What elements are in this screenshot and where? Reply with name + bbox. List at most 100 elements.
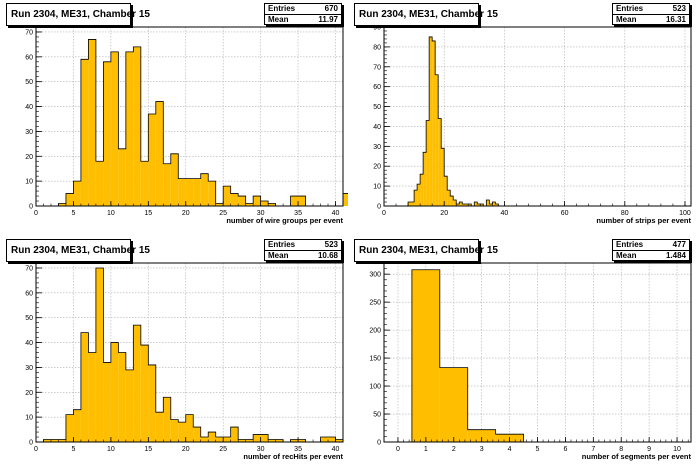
x-tick-label: 5 <box>71 446 75 453</box>
mean-value: 16.31 <box>665 15 686 24</box>
histogram-bar <box>155 412 164 442</box>
histogram-bar <box>453 200 457 206</box>
x-tick-label: 60 <box>561 210 569 217</box>
entries-value: 523 <box>672 4 686 13</box>
histogram-bar <box>423 152 427 206</box>
histogram-bar <box>215 437 224 442</box>
histogram-title: Run 2304, ME31, Chamber 15 <box>354 3 498 26</box>
y-tick-label: 30 <box>25 129 33 136</box>
histogram-bar <box>230 193 239 206</box>
histogram-bar <box>163 163 171 206</box>
histogram-bar <box>489 204 493 206</box>
mean-label: Mean <box>616 15 637 24</box>
histogram-bar <box>320 437 329 442</box>
histogram-bar <box>253 434 261 442</box>
histogram-bar <box>118 352 126 442</box>
x-tick-label: 20 <box>182 446 190 453</box>
histogram-title: Run 2304, ME31, Chamber 15 <box>6 239 150 262</box>
histogram-bar <box>118 148 126 206</box>
y-tick-label: 30 <box>373 144 381 151</box>
x-tick-label: 7 <box>591 446 595 453</box>
entries-label: Entries <box>616 240 644 249</box>
histogram-plot: 0 20 40 60 80 100 0 10 20 30 40 50 60 70 80 90 number of… <box>373 25 692 225</box>
histogram-bar <box>480 204 484 206</box>
x-axis-title: number of wire groups per event <box>226 216 343 225</box>
histogram-bar <box>260 434 269 442</box>
stats-box: Entries 670 Mean 11.97 <box>264 3 342 25</box>
y-tick-label: 60 <box>373 84 381 91</box>
x-tick-label: 10 <box>673 446 681 453</box>
histogram-plot: 0 5 10 15 20 25 30 35 40 0 10 20 30 40 50 60 70 number of… <box>25 26 348 225</box>
y-tick-label: 10 <box>373 184 381 191</box>
entries-value: 523 <box>324 240 338 249</box>
histogram-bar <box>477 204 481 206</box>
histogram-bar <box>290 439 299 442</box>
histogram-bar <box>441 148 445 206</box>
histogram-bar <box>335 439 343 442</box>
pad-segments: 0 1 2 3 4 5 6 7 8 9 10 0 50 100 150 200 250 300 number of … <box>348 236 696 472</box>
y-tick-label: 70 <box>373 64 381 71</box>
y-tick-label: 0 <box>29 440 33 447</box>
histogram-bar <box>133 325 141 442</box>
y-tick-label: 40 <box>373 124 381 131</box>
histogram-bar <box>238 439 246 442</box>
mean-label: Mean <box>268 15 289 24</box>
histogram-bar <box>438 118 442 206</box>
x-axis-title: number of strips per event <box>596 216 691 225</box>
histogram-title: Run 2304, ME31, Chamber 15 <box>354 239 498 262</box>
x-tick-label: 6 <box>563 446 567 453</box>
x-tick-label: 20 <box>440 210 448 217</box>
x-tick-label: 0 <box>34 446 38 453</box>
histogram-bar <box>185 178 194 206</box>
histogram-bar <box>110 342 119 442</box>
histogram-bar <box>275 439 284 442</box>
entries-value: 670 <box>324 4 338 13</box>
y-tick-label: 70 <box>25 265 33 272</box>
y-tick-label: 60 <box>25 54 33 61</box>
histogram-bar <box>253 196 261 206</box>
y-tick-label: 40 <box>25 340 33 347</box>
histogram-bar <box>170 419 179 442</box>
histogram-bar <box>43 439 51 442</box>
histogram-bar <box>328 437 336 442</box>
x-tick-label: 30 <box>257 210 265 217</box>
entries-label: Entries <box>268 4 296 13</box>
histogram-bar <box>429 36 433 206</box>
histogram-bar <box>444 176 448 206</box>
y-tick-label: 250 <box>369 300 381 307</box>
histogram-bar <box>163 397 171 442</box>
x-axis-title: number of recHits per event <box>243 452 343 461</box>
stats-box: Entries 523 Mean 16.31 <box>612 3 690 25</box>
histogram-bar <box>223 437 231 442</box>
histogram-bar <box>155 101 164 206</box>
x-tick-label: 5 <box>71 210 75 217</box>
x-tick-label: 0 <box>34 210 38 217</box>
histogram-bar <box>417 184 421 206</box>
histogram-bar <box>185 414 194 442</box>
histogram-bar <box>414 190 418 206</box>
y-tick-label: 20 <box>373 164 381 171</box>
histogram-bar <box>148 114 156 206</box>
histogram-bar <box>110 51 119 206</box>
pad-strips: 0 20 40 60 80 100 0 10 20 30 40 50 60 70 80 90 number of… <box>348 0 696 236</box>
histogram-bar <box>450 196 454 206</box>
histogram-bar <box>58 439 66 442</box>
x-tick-label: 9 <box>647 446 651 453</box>
histogram-bar <box>456 204 460 206</box>
histogram-bar <box>268 439 276 442</box>
mean-label: Mean <box>616 251 637 260</box>
histogram-outline <box>411 269 524 442</box>
histogram-bar <box>467 429 496 442</box>
histogram-bar <box>95 161 104 206</box>
histogram-bar <box>133 46 141 207</box>
x-tick-label: 30 <box>257 446 265 453</box>
mean-value: 10.68 <box>317 251 338 260</box>
x-tick-label: 80 <box>621 210 629 217</box>
histogram-bar <box>200 437 209 442</box>
histogram-bar <box>148 364 156 442</box>
histogram-bar <box>435 74 439 206</box>
histogram-bar <box>230 427 239 442</box>
y-tick-label: 20 <box>25 154 33 161</box>
histogram-bar <box>103 362 111 442</box>
